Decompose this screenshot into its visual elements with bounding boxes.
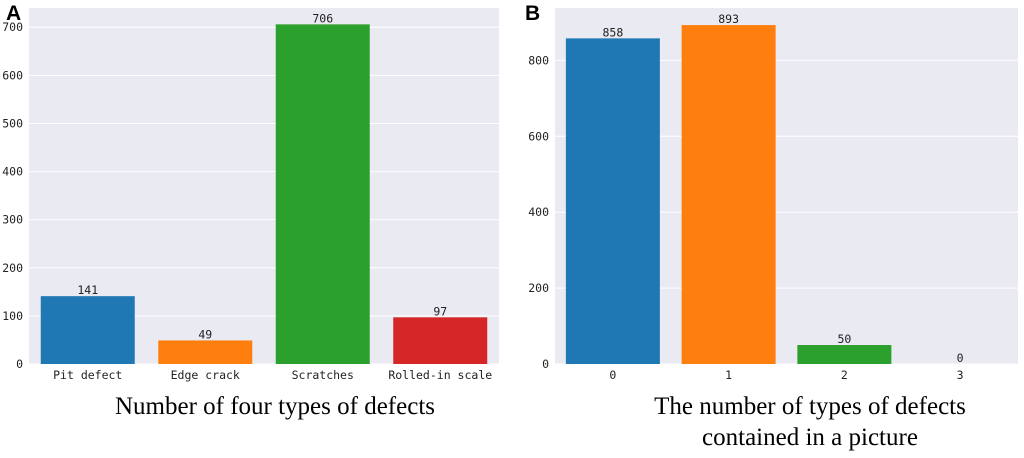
bar-rolled-in-scale: [393, 317, 488, 364]
y-tick-label: 600: [528, 129, 549, 143]
panel-b-caption-line-2: contained in a picture: [702, 424, 918, 451]
panel-b-bars: [565, 25, 892, 365]
panel-a-bar-chart: A 141 49 706 97 0 100 200 300 400 500 600 700 Pit …: [2, 2, 499, 382]
bar-edge-crack: [158, 340, 253, 364]
x-tick-label: Pit defect: [53, 368, 122, 382]
data-label: 0: [957, 351, 964, 365]
bar-pit-defect: [40, 296, 135, 364]
bar-1: [681, 25, 776, 365]
panel-a-data-labels: 141 49 706 97: [77, 11, 447, 341]
y-tick-label: 400: [2, 165, 23, 179]
panel-a-letter: A: [6, 2, 21, 25]
bar-scratches: [275, 24, 370, 365]
y-tick-label: 700: [2, 20, 23, 34]
panel-b-y-ticks: 0 200 400 600 800: [528, 53, 549, 371]
bar-0: [565, 38, 660, 364]
panel-b-x-ticks: 0 1 2 3: [609, 368, 963, 382]
x-tick-label: Scratches: [292, 368, 354, 382]
data-label: 141: [77, 283, 98, 297]
panel-a-caption-line: Number of four types of defects: [114, 393, 436, 420]
data-label: 706: [312, 11, 333, 25]
x-tick-label: Edge crack: [171, 368, 240, 382]
data-label: 858: [602, 25, 623, 39]
panel-b-letter: B: [525, 2, 540, 25]
x-tick-label: 1: [725, 368, 732, 382]
y-tick-label: 300: [2, 213, 23, 227]
panel-b-bar-chart: B 858 893 50 0 0 200 400 600 800 0 1 2 3: [525, 2, 1018, 382]
panel-b-caption-line-1: The number of types of defects: [654, 393, 966, 420]
y-tick-label: 400: [528, 205, 549, 219]
panel-a-x-ticks: Pit defect Edge crack Scratches Rolled-in s…: [53, 368, 492, 382]
data-label: 49: [198, 327, 212, 341]
y-tick-label: 200: [528, 281, 549, 295]
y-tick-label: 0: [16, 357, 23, 371]
panel-b-caption: The number of types of defects contained…: [560, 391, 1024, 453]
y-tick-label: 0: [542, 357, 549, 371]
data-label: 97: [433, 304, 447, 318]
y-tick-label: 100: [2, 309, 23, 323]
panel-a-y-ticks: 0 100 200 300 400 500 600 700: [2, 20, 23, 371]
y-tick-label: 800: [528, 53, 549, 67]
data-label: 50: [837, 332, 851, 346]
x-tick-label: 0: [609, 368, 616, 382]
panel-a-bars: [40, 24, 488, 365]
y-tick-label: 200: [2, 261, 23, 275]
y-tick-label: 600: [2, 68, 23, 82]
data-label: 893: [718, 12, 739, 26]
x-tick-label: Rolled-in scale: [388, 368, 492, 382]
y-tick-label: 500: [2, 116, 23, 130]
x-tick-label: 3: [957, 368, 964, 382]
x-tick-label: 2: [841, 368, 848, 382]
panel-a-caption: Number of four types of defects: [40, 391, 510, 422]
panel-b-data-labels: 858 893 50 0: [602, 12, 963, 365]
bar-2: [797, 345, 892, 364]
